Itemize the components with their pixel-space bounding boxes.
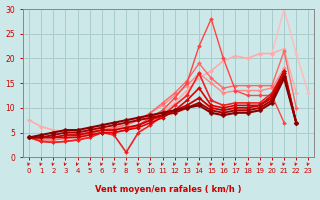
X-axis label: Vent moyen/en rafales ( km/h ): Vent moyen/en rafales ( km/h ) <box>95 185 242 194</box>
